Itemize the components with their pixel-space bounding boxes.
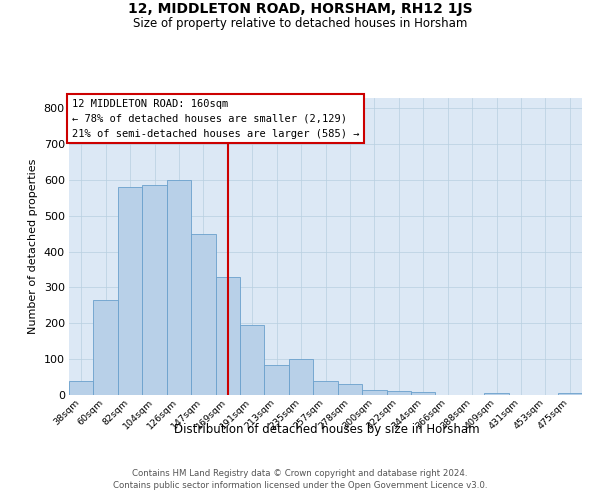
Bar [118, 187, 142, 395]
Bar [142, 186, 167, 395]
Y-axis label: Number of detached properties: Number of detached properties [28, 158, 38, 334]
Text: Size of property relative to detached houses in Horsham: Size of property relative to detached ho… [133, 18, 467, 30]
Bar [386, 390, 411, 395]
Bar [69, 380, 94, 395]
Text: Contains public sector information licensed under the Open Government Licence v3: Contains public sector information licen… [113, 481, 487, 490]
Bar [265, 364, 289, 395]
Text: Contains HM Land Registry data © Crown copyright and database right 2024.: Contains HM Land Registry data © Crown c… [132, 469, 468, 478]
Bar [313, 380, 338, 395]
Bar [484, 393, 509, 395]
Bar [411, 392, 436, 395]
Bar [338, 384, 362, 395]
Text: 12 MIDDLETON ROAD: 160sqm
← 78% of detached houses are smaller (2,129)
21% of se: 12 MIDDLETON ROAD: 160sqm ← 78% of detac… [71, 99, 359, 138]
Bar [94, 300, 118, 395]
Bar [289, 359, 313, 395]
Bar [191, 234, 215, 395]
Text: Distribution of detached houses by size in Horsham: Distribution of detached houses by size … [174, 422, 480, 436]
Bar [557, 393, 582, 395]
Bar [215, 276, 240, 395]
Text: 12, MIDDLETON ROAD, HORSHAM, RH12 1JS: 12, MIDDLETON ROAD, HORSHAM, RH12 1JS [128, 2, 472, 16]
Bar [240, 325, 265, 395]
Bar [167, 180, 191, 395]
Bar [362, 390, 386, 395]
